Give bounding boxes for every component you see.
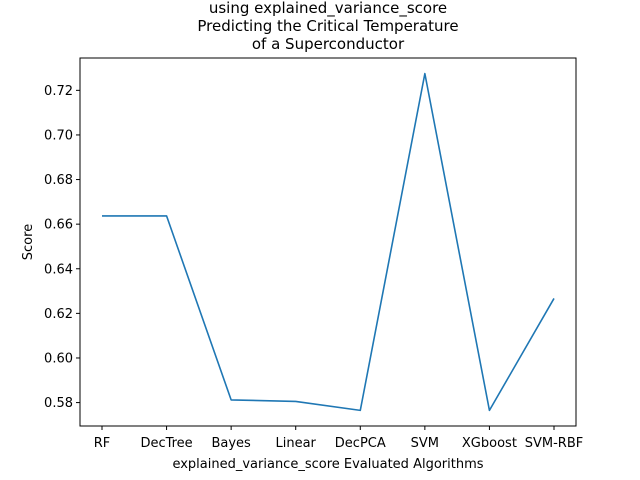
y-tick-label: 0.68 [44, 173, 73, 188]
y-tick-label: 0.62 [44, 307, 73, 322]
y-tick-label: 0.60 [44, 351, 73, 366]
x-tick-label: XGboost [462, 436, 517, 451]
x-tick-label: SVM-RBF [525, 436, 583, 451]
x-tick-label: Bayes [211, 436, 251, 451]
x-tick-label: DecPCA [335, 436, 386, 451]
chart-title-line-1: using explained_variance_score [209, 0, 447, 18]
x-axis: RF DecTree Bayes Linear DecPCA SVM XGboost SVM-… [94, 426, 583, 451]
y-axis: 0.58 0.60 0.62 0.64 0.66 0.68 0.70 0.72 [44, 84, 80, 411]
x-axis-label: explained_variance_score Evaluated Algor… [172, 457, 483, 472]
plot-area-frame [79, 57, 577, 427]
series-group [102, 72, 555, 412]
x-tick-label: DecTree [140, 436, 192, 451]
chart-title-line-2: Predicting the Critical Temperature [197, 17, 458, 35]
chart-title-line-3: of a Superconductor [252, 35, 405, 53]
y-tick-label: 0.66 [44, 218, 73, 233]
x-tick-label: Linear [276, 436, 317, 451]
x-tick-label: SVM [411, 436, 439, 451]
y-axis-label: Score [21, 224, 36, 260]
y-tick-label: 0.70 [44, 128, 73, 143]
series-line [102, 72, 555, 412]
y-tick-label: 0.72 [44, 84, 73, 99]
x-tick-label: RF [94, 436, 111, 451]
chart-title: using explained_variance_score Predictin… [197, 0, 458, 53]
y-tick-label: 0.58 [44, 396, 73, 411]
y-tick-label: 0.64 [44, 262, 73, 277]
